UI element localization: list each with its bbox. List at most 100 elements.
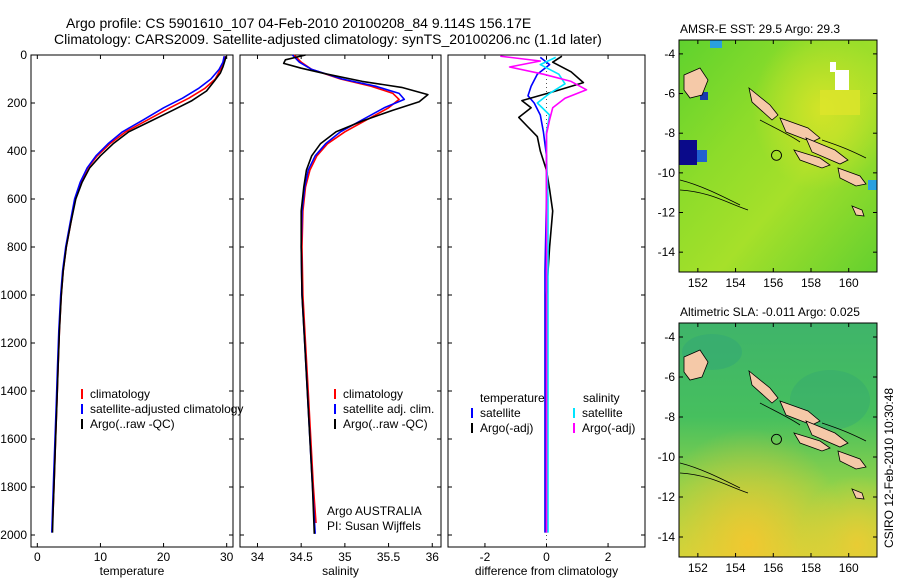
legend-entry: satellite-adjusted climatology bbox=[90, 402, 243, 416]
sla-map: Altimetric SLA: -0.011 Argo: 0.025 152 15… bbox=[658, 305, 896, 575]
sst-map-frame bbox=[678, 39, 878, 273]
sst-map-title: AMSR-E SST: 29.5 Argo: 29.3 bbox=[680, 22, 840, 36]
legend-entry: satellite adj. clim. bbox=[343, 402, 434, 416]
sla-island-new-britain bbox=[683, 349, 709, 381]
sst-map: AMSR-E SST: 29.5 Argo: 29.3 152 154 bbox=[658, 22, 878, 290]
depth-tick-label: 1000 bbox=[0, 288, 27, 302]
legend-title-salinity: salinity bbox=[583, 391, 620, 405]
depth-tick-label: 1200 bbox=[0, 336, 27, 350]
sla-island-rennell bbox=[851, 488, 865, 500]
argo-location-marker bbox=[771, 433, 782, 445]
map-x-tick-label: 156 bbox=[763, 561, 783, 575]
map-y-tick-label: -12 bbox=[658, 490, 676, 504]
map-x-tick-label: 154 bbox=[726, 276, 746, 290]
sst-cold-patch bbox=[679, 140, 697, 165]
sst-island-rennell bbox=[851, 205, 865, 217]
sla-island-guadalcanal bbox=[837, 450, 867, 470]
x-tick-label: -2 bbox=[480, 550, 491, 564]
map-y-tick-label: -8 bbox=[664, 126, 675, 140]
sst-island-new-georgia bbox=[793, 149, 831, 169]
depth-tick-label: 200 bbox=[7, 96, 27, 110]
map-y-tick-label: -4 bbox=[664, 47, 675, 61]
sla-map-ticks: 152 154 156 158 160 -4 -6 -8 -10 -12 -14 bbox=[658, 323, 877, 575]
sla-map-title: Altimetric SLA: -0.011 Argo: 0.025 bbox=[680, 305, 860, 319]
depth-tick-label: 1600 bbox=[0, 432, 27, 446]
sst-map-ticks: 152 154 156 158 160 -4 -6 -8 -10 -12 -14 bbox=[658, 40, 877, 290]
x-tick-label: 0 bbox=[34, 550, 41, 564]
x-tick-label: 30 bbox=[220, 550, 234, 564]
sla-island-santa-isabel bbox=[805, 420, 849, 448]
sla-island-bougainville bbox=[748, 369, 779, 404]
float-annotation: Argo AUSTRALIA bbox=[327, 504, 422, 518]
depth-tick-label: 400 bbox=[7, 144, 27, 158]
x-tick-label: 35.5 bbox=[377, 550, 401, 564]
csiro-timestamp: CSIRO 12-Feb-2010 10:30:48 bbox=[882, 388, 896, 548]
float-annotation: PI: Susan Wijffels bbox=[327, 519, 421, 533]
map-y-tick-label: -10 bbox=[658, 166, 676, 180]
x-tick-label: 20 bbox=[157, 550, 171, 564]
series-line-argo-raw-qc- bbox=[282, 54, 429, 534]
map-x-tick-label: 154 bbox=[726, 561, 746, 575]
depth-tick-label: 1400 bbox=[0, 384, 27, 398]
map-x-tick-label: 152 bbox=[688, 561, 708, 575]
map-x-tick-label: 158 bbox=[801, 276, 821, 290]
sst-island-bougainville bbox=[748, 86, 779, 121]
x-tick-label: 10 bbox=[94, 550, 108, 564]
sst-island-guadalcanal bbox=[837, 167, 867, 187]
sst-island-santa-isabel bbox=[805, 137, 849, 165]
map-y-tick-label: -4 bbox=[664, 330, 675, 344]
legend-entry: Argo(..raw -QC) bbox=[90, 417, 175, 431]
map-y-tick-label: -6 bbox=[664, 87, 675, 101]
header-line-1: Argo profile: CS 5901610_107 04-Feb-2010… bbox=[66, 15, 531, 31]
depth-tick-label: 1800 bbox=[0, 480, 27, 494]
legend-entry: satellite bbox=[582, 406, 623, 420]
profile-panel-2: 34 34.5 35 35.5 36 salinity climatologysatelli… bbox=[239, 54, 442, 578]
depth-tick-label: 0 bbox=[20, 48, 27, 62]
sst-missing-data bbox=[835, 70, 849, 90]
map-y-tick-label: -6 bbox=[664, 370, 675, 384]
x-tick-label: 35 bbox=[338, 550, 352, 564]
sst-island-new-britain bbox=[683, 67, 709, 99]
x-tick-label: 34.5 bbox=[289, 550, 313, 564]
sla-island-new-georgia bbox=[793, 432, 831, 452]
map-y-tick-label: -14 bbox=[658, 530, 676, 544]
header-line-2: Climatology: CARS2009. Satellite-adjuste… bbox=[54, 31, 602, 47]
x-axis-label: difference from climatology bbox=[475, 564, 618, 578]
map-x-tick-label: 156 bbox=[763, 276, 783, 290]
legend-entry: satellite bbox=[480, 406, 521, 420]
x-axis-label: salinity bbox=[322, 564, 359, 578]
map-y-tick-label: -12 bbox=[658, 206, 676, 220]
sla-map-frame bbox=[678, 322, 878, 558]
x-axis-label: temperature bbox=[100, 564, 165, 578]
profile-panel-1: 0 200 400 600 800 1000 1200 1400 1600 1800 2000 0 10… bbox=[0, 48, 243, 578]
map-x-tick-label: 160 bbox=[839, 561, 859, 575]
x-tick-label: 36 bbox=[426, 550, 440, 564]
sla-island-choiseul bbox=[779, 400, 821, 426]
series-line-temperature-argo-adj- bbox=[518, 55, 585, 533]
depth-tick-label: 800 bbox=[7, 240, 27, 254]
map-y-tick-label: -8 bbox=[664, 410, 675, 424]
panel-frame bbox=[30, 54, 234, 548]
legend-entry: Argo(-adj) bbox=[582, 421, 635, 435]
map-x-tick-label: 158 bbox=[801, 561, 821, 575]
series-line-argo-raw-qc- bbox=[51, 55, 227, 533]
map-x-tick-label: 160 bbox=[839, 276, 859, 290]
map-x-tick-label: 152 bbox=[688, 276, 708, 290]
sst-island-choiseul bbox=[779, 117, 821, 143]
depth-tick-label: 600 bbox=[7, 192, 27, 206]
argo-location-marker bbox=[771, 149, 782, 161]
legend-entry: Argo(-adj) bbox=[480, 421, 533, 435]
series-line-salinity-argo-adj- bbox=[500, 55, 588, 533]
x-tick-label: 2 bbox=[605, 550, 612, 564]
x-tick-label: 0 bbox=[543, 550, 550, 564]
legend-title-temperature: temperature bbox=[480, 391, 545, 405]
series-line-temperature-satellite bbox=[527, 56, 551, 533]
panel-frame bbox=[239, 54, 442, 548]
legend-entry: Argo(..raw -QC) bbox=[343, 417, 428, 431]
x-tick-label: 34 bbox=[251, 550, 265, 564]
map-y-tick-label: -10 bbox=[658, 450, 676, 464]
map-y-tick-label: -14 bbox=[658, 245, 676, 259]
